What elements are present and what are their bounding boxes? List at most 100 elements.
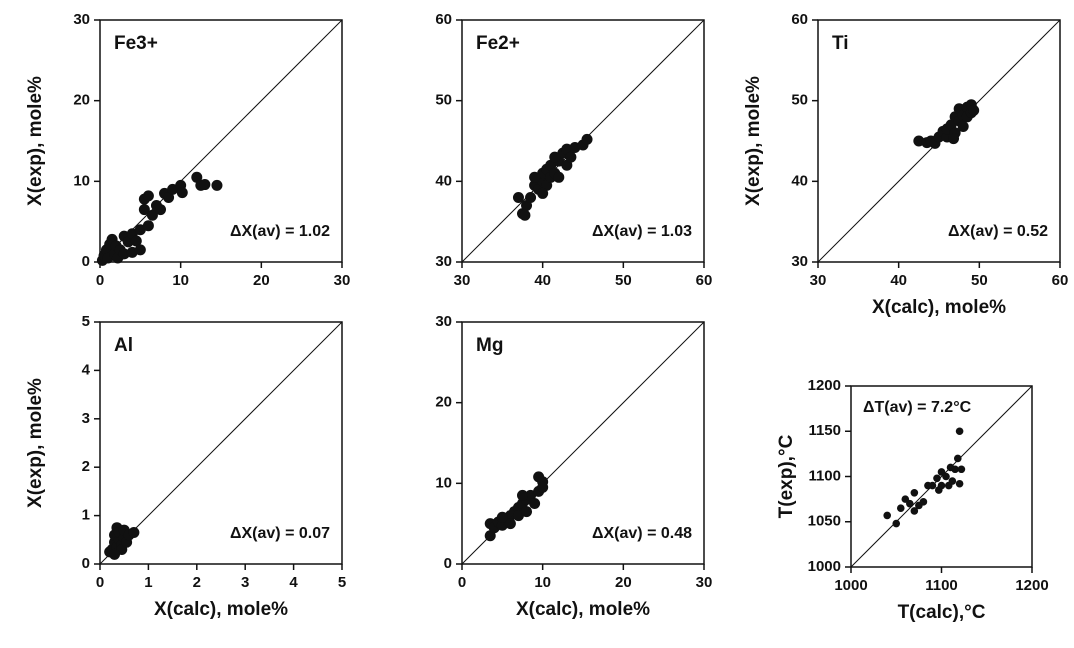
x-tick-label: 30	[696, 574, 713, 591]
panel-label: Ti	[832, 33, 849, 54]
data-point	[537, 481, 549, 493]
y-axis-label: X(exp), mole%	[25, 76, 46, 206]
x-tick-label: 50	[615, 272, 632, 289]
data-point	[512, 191, 524, 203]
x-tick-label: 50	[971, 272, 988, 289]
y-tick-label: 0	[82, 253, 90, 270]
data-point	[517, 489, 528, 501]
x-tick-label: 4	[289, 574, 298, 591]
plot-frame	[461, 19, 705, 263]
y-tick-label: 30	[435, 253, 452, 270]
x-tick-label: 1	[144, 574, 152, 591]
data-point	[529, 171, 541, 183]
annotation: ΔX(av) = 0.48	[592, 525, 692, 542]
y-axis-label: X(exp), mole%	[743, 76, 764, 206]
y-tick-label: 1100	[808, 467, 841, 484]
y-tick-label: 0	[82, 555, 90, 572]
x-axis-label: X(calc), mole%	[154, 599, 288, 620]
data-point	[519, 209, 531, 221]
x-tick-label: 5	[338, 574, 346, 591]
plot-frame	[99, 19, 343, 263]
data-point	[176, 187, 188, 199]
panel: 0 10 20 30 0 10 20 30 Fe3+ ΔX(av) = 1.02 X(exp), m…	[25, 11, 350, 289]
data-point	[496, 511, 508, 523]
y-tick-label: 30	[435, 313, 452, 330]
data-point	[142, 220, 154, 232]
x-tick-label: 0	[458, 574, 466, 591]
data-point	[906, 499, 914, 508]
y-tick-label: 60	[435, 11, 452, 28]
y-tick-label: 40	[435, 172, 452, 189]
x-tick-label: 20	[615, 574, 632, 591]
data-point	[142, 190, 154, 202]
data-point	[109, 548, 121, 560]
y-tick-label: 1150	[808, 422, 841, 439]
y-tick-label: 30	[791, 253, 808, 270]
data-point	[581, 133, 593, 145]
y-tick-label: 1200	[808, 377, 841, 394]
panel: 30 40 50 60 30 40 50 60 Fe2+ ΔX(av) = 1.03	[435, 11, 712, 289]
x-tick-label: 40	[534, 272, 551, 289]
data-point	[942, 472, 950, 481]
data-point	[948, 477, 957, 485]
data-point	[919, 498, 928, 506]
panel-label: Fe3+	[114, 33, 158, 54]
data-point	[957, 465, 966, 474]
data-point	[211, 179, 223, 191]
panel-label: Fe2+	[476, 33, 520, 54]
x-tick-label: 30	[454, 272, 471, 289]
y-tick-label: 4	[82, 361, 91, 378]
data-point	[549, 151, 561, 163]
x-tick-label: 0	[96, 272, 104, 289]
data-point	[883, 511, 891, 520]
data-point	[130, 235, 142, 247]
data-point	[892, 519, 901, 528]
identity-line	[850, 385, 1033, 568]
panel-label: Al	[114, 335, 133, 356]
x-tick-label: 10	[172, 272, 189, 289]
annotation: ΔT(av) = 7.2°C	[863, 399, 972, 416]
x-axis-label: X(calc), mole%	[872, 297, 1006, 318]
y-tick-label: 1050	[808, 513, 841, 530]
identity-line	[99, 19, 343, 263]
x-tick-label: 0	[96, 574, 104, 591]
data-point	[968, 104, 980, 116]
data-point	[155, 204, 166, 216]
y-tick-label: 1	[82, 507, 90, 524]
x-tick-label: 40	[890, 272, 907, 289]
data-point	[128, 527, 140, 539]
data-point	[948, 133, 960, 145]
x-tick-label: 3	[241, 574, 249, 591]
panel: 0 1 2 3 4 5 0 1 2 3 4 5 Al ΔX(av) = 0.07 X(calc), mole…	[25, 313, 346, 620]
data-point	[953, 454, 962, 463]
annotation: ΔX(av) = 0.07	[230, 525, 330, 542]
x-tick-label: 30	[810, 272, 827, 289]
data-point	[537, 187, 549, 199]
data-point	[896, 504, 905, 512]
data-point	[910, 507, 919, 515]
data-point	[934, 486, 943, 494]
y-tick-label: 20	[73, 92, 90, 109]
y-tick-label: 20	[435, 394, 452, 411]
data-point	[955, 479, 964, 488]
plot-frame	[817, 19, 1061, 263]
data-point	[957, 120, 969, 132]
data-point	[951, 465, 959, 474]
y-tick-label: 40	[791, 172, 808, 189]
data-point	[504, 518, 516, 530]
y-axis-label: X(exp), mole%	[25, 378, 46, 508]
x-tick-label: 1100	[925, 577, 958, 594]
data-point	[529, 498, 541, 509]
annotation: ΔX(av) = 1.02	[230, 223, 330, 240]
data-point	[933, 474, 941, 483]
panel: 1000 1100 1200 1000 1050 1100 1150 1200 ΔT(av) =…	[776, 377, 1049, 623]
y-tick-label: 10	[73, 172, 90, 189]
y-tick-label: 1000	[808, 558, 841, 575]
plot-frame	[461, 321, 705, 565]
data-point	[565, 151, 577, 163]
y-tick-label: 0	[444, 555, 452, 572]
data-point	[521, 506, 533, 518]
x-tick-label: 60	[696, 272, 713, 289]
x-tick-label: 30	[334, 272, 351, 289]
